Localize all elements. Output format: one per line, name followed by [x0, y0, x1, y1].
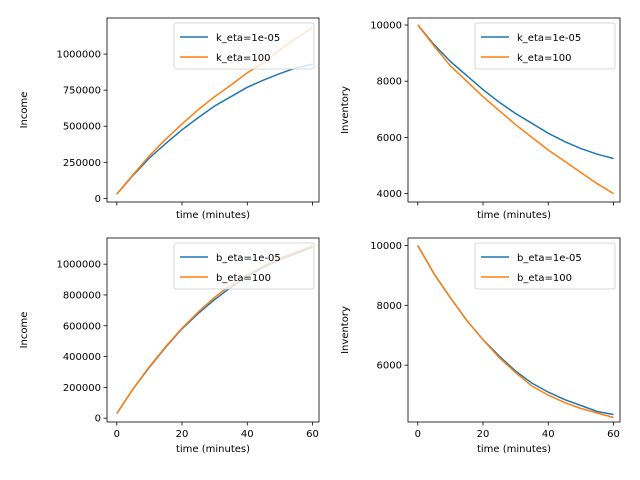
- legend-label: b_eta=1e-05: [216, 253, 281, 264]
- y-tick-label: 800000: [63, 290, 101, 301]
- y-axis-label: Income: [19, 312, 30, 349]
- series-line-2: [417, 245, 614, 419]
- legend-label: k_eta=100: [517, 53, 571, 64]
- y-axis-label: Income: [19, 92, 30, 129]
- legend-label: k_eta=100: [216, 53, 270, 64]
- x-tick-label: 60: [306, 429, 319, 440]
- y-tick-label: 600000: [63, 321, 101, 332]
- y-tick-label: 750000: [63, 86, 101, 97]
- y-tick-label: 400000: [63, 352, 101, 363]
- subplot-2: 4000 6000 8000 10000 time (minutes) Inventory…: [340, 17, 621, 221]
- y-tick-label: 6000: [377, 133, 402, 144]
- x-axis-label: time (minutes): [477, 210, 551, 221]
- series-line-1: [417, 24, 614, 160]
- x-tick-label: 40: [542, 429, 555, 440]
- axes-frame: [106, 17, 320, 203]
- x-tick-label: 60: [607, 429, 620, 440]
- axes-frame: [407, 237, 621, 423]
- y-tick-label: 1000000: [56, 50, 101, 61]
- legend-box: [474, 22, 616, 70]
- y-tick-label: 10000: [370, 241, 402, 252]
- legend-label: b_eta=1e-05: [517, 253, 582, 264]
- subplot-1: 0 250000 500000 750000 1000000 time (minutes)…: [19, 17, 320, 221]
- legend-label: b_eta=100: [517, 273, 572, 284]
- y-tick-label: 8000: [377, 77, 402, 88]
- y-tick-label: 0: [95, 194, 101, 205]
- x-tick-label: 20: [176, 429, 189, 440]
- y-tick-label: 6000: [377, 361, 402, 372]
- y-tick-label: 1000000: [56, 260, 101, 271]
- subplot-4: 0 20 40 60 6000 8000 10000 time (minutes) Invent…: [340, 237, 621, 455]
- y-tick-label: 8000: [377, 301, 402, 312]
- axes-frame: [407, 17, 621, 203]
- legend: b_eta=1e-05 b_eta=100: [474, 242, 616, 290]
- legend-box: [474, 242, 616, 290]
- y-tick-label: 0: [95, 414, 101, 425]
- x-tick-label: 40: [241, 429, 254, 440]
- y-tick-label: 250000: [63, 158, 101, 169]
- x-axis-label: time (minutes): [176, 210, 250, 221]
- y-tick-label: 200000: [63, 383, 101, 394]
- axes-frame: [106, 237, 320, 423]
- legend-box: [173, 242, 315, 290]
- legend-label: b_eta=100: [216, 273, 271, 284]
- subplot-3: 0 20 40 60 0 200000 400000 600000 800000 1000000 t…: [19, 237, 320, 455]
- legend: k_eta=1e-05 k_eta=100: [474, 22, 616, 70]
- y-tick-label: 10000: [370, 21, 402, 32]
- y-tick-label: 4000: [377, 189, 402, 200]
- x-axis-label: time (minutes): [477, 444, 551, 455]
- series-line-2: [417, 24, 614, 195]
- y-axis-label: Inventory: [340, 306, 351, 354]
- legend: b_eta=1e-05 b_eta=100: [173, 242, 315, 290]
- legend-box: [173, 22, 315, 70]
- x-axis-label: time (minutes): [176, 444, 250, 455]
- y-tick-label: 500000: [63, 122, 101, 133]
- legend: k_eta=1e-05 k_eta=100: [173, 22, 315, 70]
- series-line-1: [116, 63, 313, 195]
- x-tick-label: 20: [477, 429, 490, 440]
- legend-label: k_eta=1e-05: [216, 33, 280, 44]
- x-tick-label: 0: [114, 429, 120, 440]
- x-tick-label: 0: [415, 429, 421, 440]
- y-axis-label: Inventory: [340, 86, 351, 134]
- legend-label: k_eta=1e-05: [517, 33, 581, 44]
